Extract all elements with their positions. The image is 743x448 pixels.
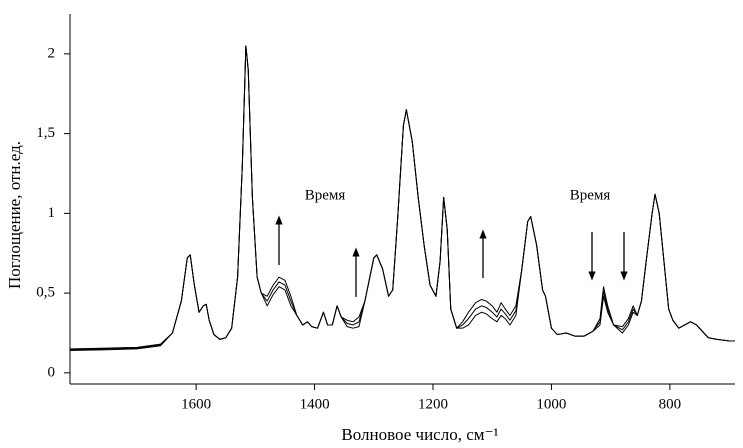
x-tick-label: 1200 xyxy=(418,396,448,412)
y-tick-label: 0,5 xyxy=(36,285,55,301)
y-tick-label: 1 xyxy=(48,205,56,221)
annotation: Время xyxy=(305,187,346,203)
spectrum-line xyxy=(69,45,735,351)
spectrum-line xyxy=(69,45,735,350)
x-tick-label: 800 xyxy=(659,396,682,412)
x-tick-label: 1000 xyxy=(536,396,566,412)
x-tick-label: 1600 xyxy=(181,396,211,412)
y-tick-label: 1,5 xyxy=(36,125,55,141)
y-axis-label: Поглощение, отн.ед. xyxy=(5,141,24,289)
x-axis-label: Волновое число, см⁻¹ xyxy=(341,425,498,444)
y-tick-label: 0 xyxy=(48,364,56,380)
arrows xyxy=(275,215,628,297)
y-tick-label: 2 xyxy=(48,45,56,61)
spectrum-line xyxy=(69,45,735,352)
annotation: Время xyxy=(570,187,611,203)
x-tick-label: 1400 xyxy=(300,396,330,412)
